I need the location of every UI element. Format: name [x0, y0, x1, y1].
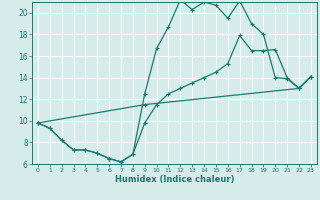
X-axis label: Humidex (Indice chaleur): Humidex (Indice chaleur): [115, 175, 234, 184]
